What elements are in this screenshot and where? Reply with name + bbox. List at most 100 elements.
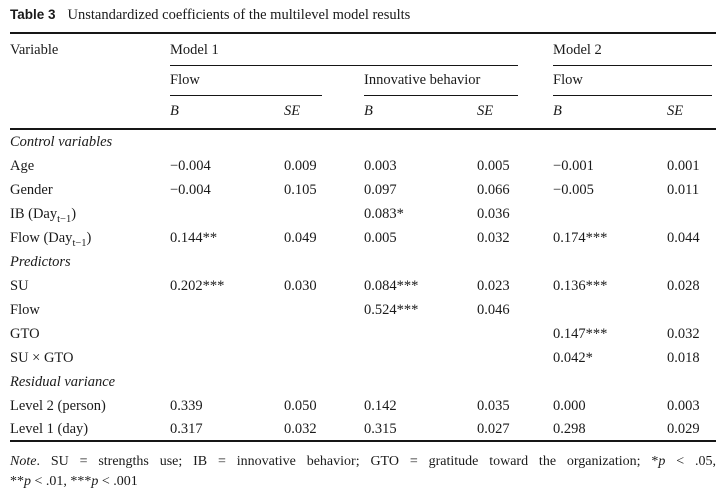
cell-value: 0.202***: [170, 277, 225, 294]
cell-value: [170, 321, 284, 345]
cell-value: 0.524***: [364, 301, 419, 318]
cell-value: [364, 321, 477, 345]
cell-value: 0.097: [364, 181, 397, 198]
cell-value: 0.136***: [553, 277, 608, 294]
table-row: Flow 0.524*** 0.046: [10, 297, 716, 321]
table-row: Level 1 (day) 0.317 0.032 0.315 0.027 0.298 0.…: [10, 417, 717, 442]
header-row-outcomes: Flow Innovative behavior Flow: [10, 66, 716, 96]
subgroup-header-flow-model-1: Flow: [170, 66, 364, 96]
table-row: Age −0.004 0.009 0.003 0.005 −0.001 0.001: [10, 153, 716, 177]
cell-value: [667, 201, 716, 225]
table-row: IB (Dayt−1) 0.083* 0.036: [10, 201, 716, 225]
cell-value: 0.003: [667, 397, 700, 414]
section-row: Predictors: [10, 249, 716, 273]
group-header-model-2-label: Model 2: [553, 34, 713, 66]
cell-value: 0.298: [553, 417, 668, 442]
section-label: Predictors: [10, 253, 71, 270]
cell-value: 0.009: [284, 157, 317, 174]
cell-value: 0.003: [364, 157, 397, 174]
table-row: GTO 0.147*** 0.032: [10, 321, 716, 345]
table-body: Control variables Age −0.004 0.009 0.003 0.00…: [10, 129, 717, 442]
subgroup-header-innovative-behavior-label: Innovative behavior: [364, 66, 519, 96]
note-italic-text: p: [91, 474, 99, 489]
cell-value: −0.001: [553, 157, 594, 174]
cell-value: 0.027: [477, 417, 554, 442]
cell-value: 0.030: [284, 277, 317, 294]
cell-value: 0.044: [667, 229, 700, 246]
table-row: SU × GTO 0.042* 0.018: [10, 345, 716, 369]
row-label: GTO: [10, 325, 40, 342]
subgroup-header-flow-model-1-label: Flow: [170, 66, 322, 96]
group-header-model-2: Model 2: [553, 33, 716, 66]
cell-value: 0.032: [477, 229, 510, 246]
note-text: . SU = strengths use; IB = innovative be…: [36, 454, 659, 469]
cell-value: 0.018: [667, 349, 700, 366]
cell-value: [553, 297, 667, 321]
table-row: SU 0.202*** 0.030 0.084*** 0.023 0.136*** 0.02…: [10, 273, 716, 297]
cell-value: −0.005: [553, 181, 594, 198]
stat-header-b-3: B: [553, 96, 668, 130]
cell-value: 0.084***: [364, 277, 419, 294]
section-label: Residual variance: [10, 373, 116, 390]
section-row: Control variables: [10, 129, 716, 153]
cell-value: [477, 345, 553, 369]
stat-header-se-3: SE: [667, 96, 717, 130]
row-label: SU: [10, 277, 29, 294]
group-header-model-1-label: Model 1: [170, 34, 519, 66]
cell-value: [284, 201, 364, 225]
subgroup-header-flow-model-2-label: Flow: [553, 66, 713, 96]
cell-value: 0.011: [667, 181, 700, 198]
subgroup-header-flow-model-2: Flow: [553, 66, 716, 96]
cell-value: 0.032: [667, 325, 700, 342]
table-title: Unstandardized coefficients of the multi…: [67, 7, 411, 23]
stat-header-b-2: B: [364, 96, 477, 130]
header-row-stats: B SE B SE B SE: [10, 96, 717, 130]
cell-value: [170, 345, 284, 369]
row-label: Level 2 (person): [10, 397, 106, 414]
cell-value: [477, 321, 553, 345]
row-label: Gender: [10, 181, 53, 198]
note-italic-text: p: [658, 454, 666, 469]
cell-value: −0.004: [170, 181, 211, 198]
cell-value: 0.029: [667, 417, 717, 442]
cell-value: 0.028: [667, 277, 700, 294]
cell-value: 0.000: [553, 397, 586, 414]
table-caption: Table 3 Unstandardized coefficients of t…: [10, 5, 716, 25]
cell-value: [553, 201, 667, 225]
cell-value: 0.032: [284, 417, 364, 442]
cell-value: 0.035: [477, 397, 510, 414]
table-row: Level 2 (person) 0.339 0.050 0.142 0.035 0.00…: [10, 393, 716, 417]
cell-value: 0.036: [477, 205, 510, 222]
note-line: **p < .01, ***p < .001: [10, 472, 716, 492]
row-label: Flow (Dayt−1): [10, 229, 92, 249]
stat-header-se-2: SE: [477, 96, 554, 130]
note-text: < .01, ***: [31, 474, 92, 489]
row-label: SU × GTO: [10, 349, 74, 366]
cell-value: −0.004: [170, 157, 211, 174]
cell-value: 0.315: [364, 417, 477, 442]
subgroup-header-innovative-behavior: Innovative behavior: [364, 66, 553, 96]
cell-value: 0.144**: [170, 229, 218, 246]
cell-value: 0.049: [284, 229, 317, 246]
cell-value: 0.066: [477, 181, 510, 198]
cell-value: 0.317: [170, 417, 284, 442]
note-line: Note. SU = strengths use; IB = innovativ…: [10, 452, 716, 472]
cell-value: 0.050: [284, 397, 317, 414]
stat-header-b-1: B: [170, 96, 284, 130]
cell-value: 0.042*: [553, 349, 593, 366]
note-italic-text: p: [24, 474, 31, 489]
section-label: Control variables: [10, 134, 113, 150]
row-label: Level 1 (day): [10, 417, 170, 442]
note-italic-text: Note: [10, 454, 37, 469]
cell-value: [284, 321, 364, 345]
cell-value: 0.046: [477, 301, 510, 318]
cell-value: [667, 297, 716, 321]
stat-header-se-1: SE: [284, 96, 364, 130]
table-row: Gender −0.004 0.105 0.097 0.066 −0.005 0.011: [10, 177, 716, 201]
subscript: t−1: [72, 237, 87, 249]
cell-value: [284, 297, 364, 321]
table-note: Note. SU = strengths use; IB = innovativ…: [10, 452, 716, 492]
table-number: Table 3: [10, 7, 56, 22]
note-text: < .001: [98, 474, 138, 489]
